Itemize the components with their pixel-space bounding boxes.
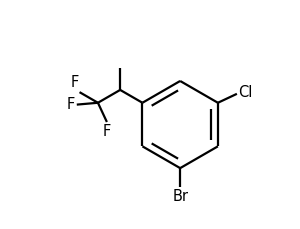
Text: Br: Br bbox=[172, 189, 188, 204]
Text: F: F bbox=[103, 124, 111, 139]
Text: F: F bbox=[67, 97, 75, 112]
Text: F: F bbox=[70, 75, 78, 90]
Text: Cl: Cl bbox=[238, 85, 252, 100]
